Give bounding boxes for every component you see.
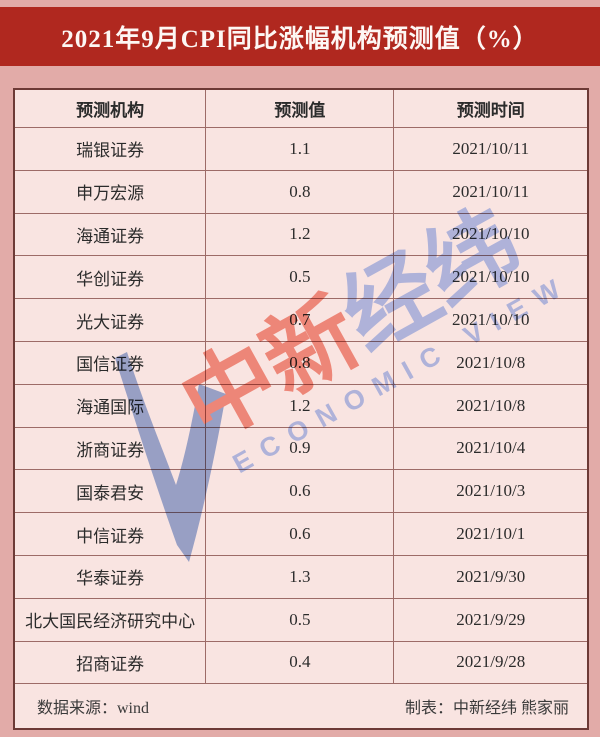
date-cell: 2021/10/1 — [393, 512, 589, 556]
value-cell: 0.8 — [205, 340, 395, 385]
value-cell: 0.7 — [205, 298, 395, 342]
footer-cell: 数据来源：wind 制表：中新经纬 熊家丽 — [13, 683, 589, 730]
date-cell: 2021/10/8 — [393, 383, 589, 428]
table-row: 申万宏源 0.8 2021/10/11 — [13, 169, 589, 214]
header-value: 预测值 — [205, 88, 395, 128]
institution-cell: 华泰证券 — [13, 554, 207, 599]
date-cell: 2021/10/8 — [393, 340, 589, 385]
institution-cell: 中信证券 — [13, 512, 207, 556]
value-cell: 1.3 — [205, 554, 395, 599]
credit-label: 制表：中新经纬 熊家丽 — [404, 700, 569, 718]
value-cell: 0.5 — [205, 255, 395, 300]
institution-cell: 海通证券 — [13, 212, 207, 257]
date-cell: 2021/10/10 — [393, 298, 589, 342]
table-row: 中信证券 0.6 2021/10/1 — [13, 512, 589, 556]
date-cell: 2021/10/11 — [393, 169, 589, 214]
table-row: 华创证券 0.5 2021/10/10 — [13, 255, 589, 300]
footer-row: 数据来源：wind 制表：中新经纬 熊家丽 — [13, 683, 589, 730]
value-cell: 0.4 — [205, 640, 395, 685]
date-cell: 2021/10/11 — [393, 127, 589, 171]
table-row: 国信证券 0.8 2021/10/8 — [13, 340, 589, 385]
institution-cell: 国泰君安 — [13, 469, 207, 514]
table-row: 招商证券 0.4 2021/9/28 — [13, 640, 589, 685]
page-title: 2021年9月CPI同比涨幅机构预测值（%） — [61, 25, 539, 53]
header-row: 预测机构 预测值 预测时间 — [13, 88, 589, 128]
value-cell: 1.2 — [205, 212, 395, 257]
data-source-label: 数据来源：wind — [37, 700, 150, 718]
header-date: 预测时间 — [393, 88, 589, 128]
title-bar: 2021年9月CPI同比涨幅机构预测值（%） — [0, 7, 600, 66]
institution-cell: 华创证券 — [13, 255, 207, 300]
date-cell: 2021/10/4 — [393, 426, 589, 471]
table-row: 国泰君安 0.6 2021/10/3 — [13, 469, 589, 514]
value-cell: 0.8 — [205, 169, 395, 214]
value-cell: 0.5 — [205, 597, 395, 642]
institution-cell: 海通国际 — [13, 383, 207, 428]
table-body: 瑞银证券 1.1 2021/10/11 申万宏源 0.8 2021/10/11 海通证券 1.… — [13, 127, 589, 685]
date-cell: 2021/9/30 — [393, 554, 589, 599]
value-cell: 1.1 — [205, 127, 395, 171]
date-cell: 2021/10/10 — [393, 212, 589, 257]
institution-cell: 申万宏源 — [13, 169, 207, 214]
date-cell: 2021/10/3 — [393, 469, 589, 514]
table-wrap: 预测机构 预测值 预测时间 瑞银证券 1.1 2021/10/11 申万宏源 0.8 20… — [13, 88, 589, 731]
value-cell: 0.9 — [205, 426, 395, 471]
date-cell: 2021/9/29 — [393, 597, 589, 642]
institution-cell: 光大证券 — [13, 298, 207, 342]
forecast-table: 预测机构 预测值 预测时间 瑞银证券 1.1 2021/10/11 申万宏源 0.8 20… — [13, 88, 589, 731]
table-row: 华泰证券 1.3 2021/9/30 — [13, 554, 589, 599]
value-cell: 1.2 — [205, 383, 395, 428]
table-header: 预测机构 预测值 预测时间 — [13, 88, 589, 128]
table-row: 北大国民经济研究中心 0.5 2021/9/29 — [13, 597, 589, 642]
table-row: 海通证券 1.2 2021/10/10 — [13, 212, 589, 257]
table-row: 光大证券 0.7 2021/10/10 — [13, 298, 589, 342]
institution-cell: 国信证券 — [13, 340, 207, 385]
header-institution: 预测机构 — [13, 88, 207, 128]
value-cell: 0.6 — [205, 469, 395, 514]
date-cell: 2021/10/10 — [393, 255, 589, 300]
table-row: 瑞银证券 1.1 2021/10/11 — [13, 127, 589, 171]
table-row: 海通国际 1.2 2021/10/8 — [13, 383, 589, 428]
institution-cell: 瑞银证券 — [13, 127, 207, 171]
institution-cell: 招商证券 — [13, 640, 207, 685]
date-cell: 2021/9/28 — [393, 640, 589, 685]
table-footer: 数据来源：wind 制表：中新经纬 熊家丽 — [13, 683, 589, 730]
institution-cell: 北大国民经济研究中心 — [13, 597, 207, 642]
table-row: 浙商证券 0.9 2021/10/4 — [13, 426, 589, 471]
institution-cell: 浙商证券 — [13, 426, 207, 471]
value-cell: 0.6 — [205, 512, 395, 556]
